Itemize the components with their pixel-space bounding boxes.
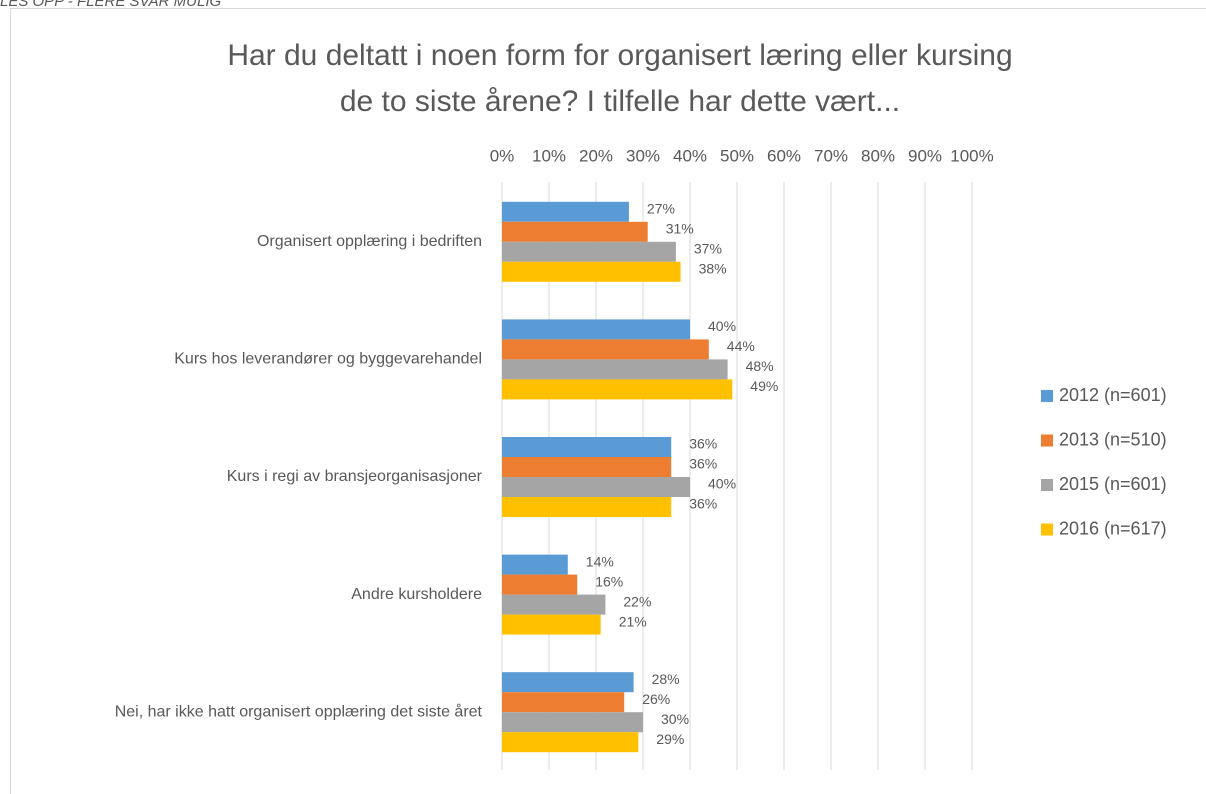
legend-label: 2012 (n=601) — [1059, 385, 1167, 405]
value-label: 38% — [699, 261, 727, 277]
bar — [502, 614, 601, 635]
value-label: 21% — [619, 613, 647, 629]
y-tick-label: Organisert opplæring i bedriften — [257, 233, 482, 250]
value-label: 36% — [689, 436, 717, 452]
value-label: 14% — [586, 553, 614, 569]
bar — [502, 221, 648, 242]
x-tick-label: 100% — [950, 146, 993, 165]
value-label: 48% — [746, 358, 774, 374]
chart-frame — [10, 8, 1206, 794]
chart-subtitle: de to siste årene? I tilfelle har dette … — [340, 85, 900, 118]
value-label: 40% — [708, 476, 736, 492]
value-label: 36% — [689, 496, 717, 512]
y-tick-label: Kurs hos leverandører og byggevarehandel — [174, 351, 482, 368]
bar — [502, 692, 625, 713]
bar — [502, 339, 709, 360]
bar — [502, 201, 629, 222]
value-label: 22% — [623, 593, 651, 609]
x-tick-label: 30% — [626, 146, 660, 165]
value-label: 37% — [694, 241, 722, 257]
bar — [502, 712, 643, 733]
bar — [502, 574, 578, 595]
x-tick-label: 60% — [767, 146, 801, 165]
x-tick-label: 80% — [861, 146, 895, 165]
bar — [502, 554, 568, 575]
value-label: 36% — [689, 456, 717, 472]
bar — [502, 241, 676, 262]
bar — [502, 437, 672, 457]
bar — [502, 672, 634, 693]
value-label: 28% — [652, 671, 680, 687]
bar — [502, 497, 672, 517]
bar — [502, 379, 733, 400]
bar — [502, 477, 690, 497]
value-label: 27% — [647, 201, 675, 217]
value-label: 31% — [666, 221, 694, 237]
chart-title: Har du deltatt i noen form for organiser… — [227, 39, 1012, 72]
bar — [502, 594, 606, 615]
x-tick-label: 10% — [532, 146, 566, 165]
legend-swatch — [1041, 434, 1053, 447]
bar — [502, 261, 681, 282]
legend-swatch — [1041, 390, 1053, 402]
bar — [502, 319, 690, 340]
bar — [502, 457, 672, 477]
x-tick-label: 0% — [490, 146, 515, 165]
legend-label: 2013 (n=510) — [1059, 429, 1167, 449]
value-label: 29% — [656, 731, 684, 747]
y-tick-label: Andre kursholdere — [351, 586, 482, 603]
x-tick-label: 70% — [814, 146, 848, 165]
legend-swatch — [1041, 523, 1053, 536]
value-label: 40% — [708, 318, 736, 334]
x-tick-label: 40% — [673, 146, 707, 165]
x-tick-label: 20% — [579, 146, 613, 165]
value-label: 44% — [727, 338, 755, 354]
value-label: 49% — [750, 378, 778, 394]
bar — [502, 732, 639, 753]
legend-label: 2015 (n=601) — [1059, 474, 1167, 494]
y-tick-label: Kurs i regi av bransjeorganisasjoner — [227, 468, 483, 485]
value-label: 26% — [642, 691, 670, 707]
value-label: 30% — [661, 711, 689, 727]
note: LES OPP - FLERE SVAR MULIG — [0, 0, 222, 10]
legend-label: 2016 (n=617) — [1059, 518, 1167, 538]
y-tick-label: Nei, har ikke hatt organisert opplæring … — [115, 702, 483, 720]
legend-swatch — [1041, 479, 1053, 491]
x-tick-label: 90% — [908, 146, 942, 165]
x-tick-label: 50% — [720, 146, 754, 165]
bar — [502, 359, 728, 380]
value-label: 16% — [595, 573, 623, 589]
